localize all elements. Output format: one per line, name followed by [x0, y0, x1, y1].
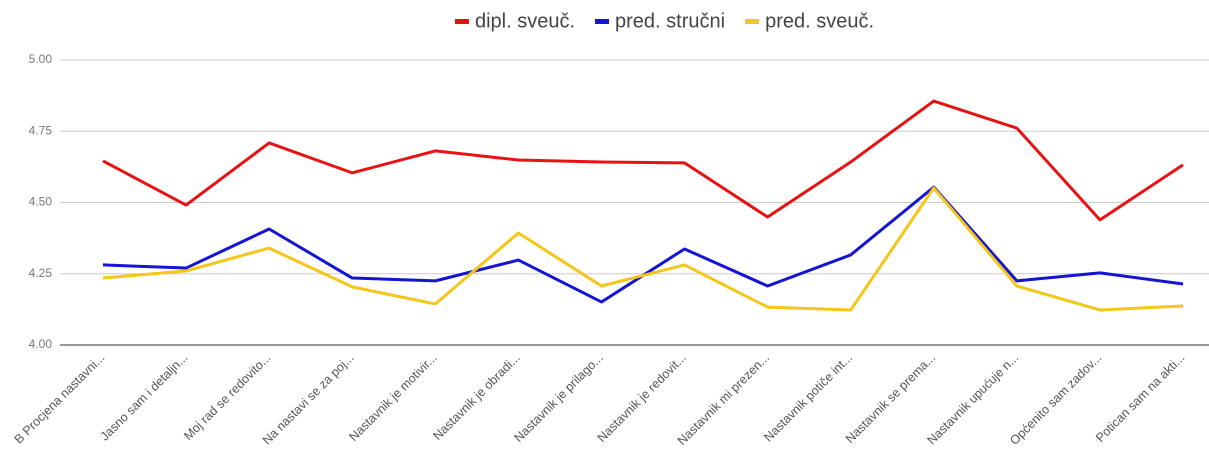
x-tick-label: Nastavnik je motivir...: [346, 351, 439, 444]
y-tick-label: 5.00: [29, 52, 53, 66]
legend-swatch: [454, 19, 469, 24]
x-tick-label: Nastavnik mi prezen...: [675, 351, 772, 448]
series-line: [102, 185, 1184, 304]
legend-label: dipl. sveuč.: [475, 10, 575, 32]
series-line: [102, 186, 1184, 312]
x-tick-label: Jasno sam i detaljn...: [98, 351, 191, 444]
x-tick-label: Nastavnik je prilago...: [512, 351, 606, 445]
x-tick-label: Potican sam na akti...: [1093, 351, 1187, 445]
x-tick-label: Nastavnik je obradi...: [430, 351, 522, 443]
x-tick-label: Općenito sam zadov...: [1007, 351, 1104, 448]
y-tick-label: 4.25: [29, 266, 53, 280]
x-tick-label: Nastavnik je redovit...: [595, 351, 689, 445]
legend: dipl. sveuč. pred. stručni pred. sveuč.: [454, 10, 874, 32]
x-tick-label: Nastavnik se prema...: [843, 351, 938, 446]
y-tick-label: 4.75: [29, 123, 53, 137]
legend-label: pred. sveuč.: [765, 10, 874, 32]
x-tick-label: Moj rad se redovito...: [181, 351, 273, 443]
y-tick-label: 4.00: [29, 337, 53, 351]
legend-swatch: [745, 19, 760, 24]
series-line: [102, 99, 1184, 222]
x-tick-label: B Procjena nastavni...: [12, 351, 108, 447]
x-tick-label: Na nastavi se za poj...: [260, 351, 357, 448]
y-tick-label: 4.50: [29, 195, 53, 209]
x-tick-label: Nastavnik potiče int...: [761, 351, 855, 445]
legend-swatch: [595, 19, 610, 24]
x-tick-label: Nastavnik upućuje n...: [924, 351, 1021, 448]
legend-label: pred. stručni: [615, 10, 725, 32]
